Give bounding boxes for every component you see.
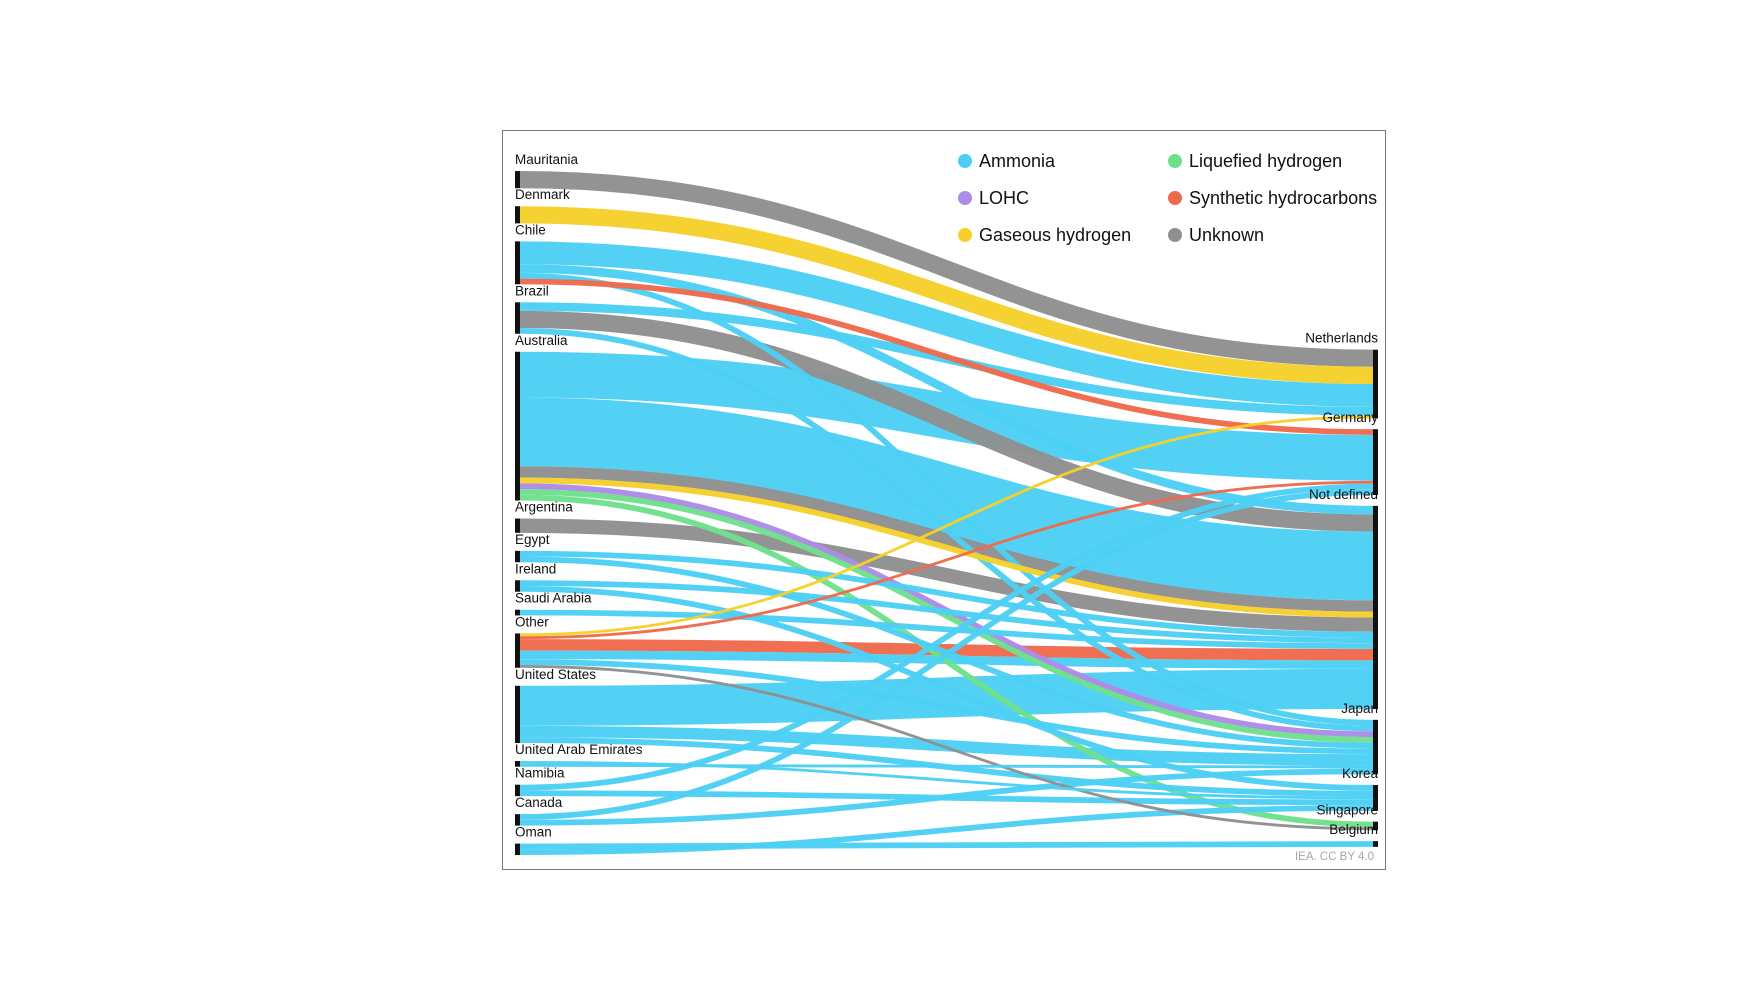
flow-chile-to-netherlands-ammonia	[519, 241, 1374, 407]
flow-saudi-arabia-to-not-defined-ammonia	[519, 609, 1374, 649]
source-bar-united-states	[515, 685, 520, 743]
target-bar-japan	[1373, 719, 1378, 775]
flow-united-arab-emirates-to-japan-ammonia	[519, 763, 1374, 769]
flow-mauritania-to-netherlands-unknown	[519, 171, 1374, 367]
source-bar-argentina	[515, 518, 520, 533]
sankey-chart: Mauritania Denmark Chile Brazil Australia Arg…	[515, 151, 1378, 863]
flow-brazil-to-japan-ammonia	[519, 328, 1374, 732]
flow-australia-to-japan-liquefied-hydrogen	[519, 489, 1374, 743]
flow-other-to-singapore-unknown	[519, 664, 1374, 831]
flow-canada-to-japan-ammonia	[519, 768, 1374, 826]
target-label-netherlands: Netherlands	[1305, 331, 1378, 346]
source-bar-denmark	[515, 206, 520, 224]
source-bar-egypt	[515, 550, 520, 563]
legend-item-unknown: Unknown	[1168, 225, 1264, 245]
flow-ireland-to-not-defined-ammonia	[519, 580, 1374, 644]
node-bars	[515, 171, 1378, 856]
source-label-brazil: Brazil	[515, 283, 549, 298]
flow-australia-to-not-defined-gaseous-hydrogen	[519, 477, 1374, 618]
source-label-other: Other	[515, 614, 549, 629]
flow-other-to-japan-ammonia	[519, 659, 1374, 755]
target-bar-korea	[1373, 785, 1378, 811]
legend-label-synthetic-hydrocarbons: Synthetic hydrocarbons	[1189, 188, 1377, 208]
flow-australia-to-singapore-liquefied-hydrogen	[519, 494, 1374, 828]
source-bar-mauritania	[515, 171, 520, 189]
legend-swatch-synthetic-hydrocarbons	[1168, 191, 1182, 205]
source-label-ireland: Ireland	[515, 561, 556, 576]
chart-frame: Mauritania Denmark Chile Brazil Australia Arg…	[502, 130, 1386, 870]
source-bar-australia	[515, 351, 520, 501]
node-labels: Mauritania Denmark Chile Brazil Australia Arg…	[515, 152, 1378, 840]
source-bar-united-arab-emirates	[515, 760, 520, 767]
flow-oman-to-korea-ammonia	[519, 805, 1374, 856]
legend-label-lohc: LOHC	[979, 188, 1029, 208]
source-bar-canada	[515, 814, 520, 826]
target-label-germany: Germany	[1322, 410, 1378, 425]
legend-swatch-ammonia	[958, 154, 972, 168]
flow-australia-to-not-defined-unknown	[519, 466, 1374, 612]
source-label-australia: Australia	[515, 333, 568, 348]
flow-chile-to-japan-ammonia	[519, 272, 1374, 726]
source-label-denmark: Denmark	[515, 187, 570, 202]
source-label-egypt: Egypt	[515, 532, 550, 547]
legend-item-synthetic-hydrocarbons: Synthetic hydrocarbons	[1168, 188, 1377, 208]
target-label-korea: Korea	[1342, 766, 1379, 781]
target-bar-singapore	[1373, 821, 1378, 831]
source-label-united-states: United States	[515, 667, 596, 682]
flow-chile-to-germany-synthetic-hydrocarbons	[519, 278, 1374, 435]
source-label-namibia: Namibia	[515, 766, 565, 781]
legend-item-liquefied-hydrogen: Liquefied hydrogen	[1168, 151, 1342, 171]
legend-label-ammonia: Ammonia	[979, 151, 1056, 171]
target-bar-belgium	[1373, 841, 1378, 847]
legend-swatch-unknown	[1168, 228, 1182, 242]
source-label-canada: Canada	[515, 795, 563, 810]
source-bar-brazil	[515, 302, 520, 334]
flow-egypt-to-not-defined-ammonia	[519, 550, 1374, 638]
flow-namibia-to-germany-ammonia	[519, 483, 1374, 791]
target-label-singapore: Singapore	[1316, 803, 1378, 818]
legend-item-ammonia: Ammonia	[958, 151, 1056, 171]
flow-other-to-netherlands-gaseous-hydrogen	[519, 415, 1374, 637]
flow-united-states-to-japan-ammonia	[519, 725, 1374, 766]
flow-other-to-germany-synthetic-hydrocarbons	[519, 480, 1374, 640]
target-label-not-defined: Not defined	[1309, 487, 1378, 502]
target-label-belgium: Belgium	[1329, 822, 1378, 837]
legend-swatch-lohc	[958, 191, 972, 205]
credit-text: IEA. CC BY 4.0	[1295, 851, 1374, 863]
target-label-japan: Japan	[1341, 701, 1378, 716]
legend-label-unknown: Unknown	[1189, 225, 1264, 245]
source-label-saudi-arabia: Saudi Arabia	[515, 591, 592, 606]
source-label-argentina: Argentina	[515, 500, 573, 515]
legend-label-gaseous-hydrogen: Gaseous hydrogen	[979, 225, 1131, 245]
source-bar-namibia	[515, 784, 520, 797]
source-label-oman: Oman	[515, 825, 552, 840]
flow-links	[519, 171, 1374, 856]
source-bar-saudi-arabia	[515, 609, 520, 616]
source-label-chile: Chile	[515, 222, 546, 237]
legend-label-liquefied-hydrogen: Liquefied hydrogen	[1189, 151, 1342, 171]
flow-chile-to-not-defined-ammonia	[519, 264, 1374, 515]
target-bar-not-defined	[1373, 505, 1378, 709]
legend-item-lohc: LOHC	[958, 188, 1029, 208]
target-bar-netherlands	[1373, 349, 1378, 419]
flow-oman-to-belgium-ammonia	[519, 841, 1374, 850]
flow-denmark-to-netherlands-gaseous-hydrogen	[519, 206, 1374, 385]
source-label-mauritania: Mauritania	[515, 152, 579, 167]
flow-canada-to-germany-ammonia	[519, 489, 1374, 820]
source-bar-oman	[515, 843, 520, 856]
flow-argentina-to-not-defined-unknown	[519, 518, 1374, 632]
target-bar-germany	[1373, 429, 1378, 496]
source-bar-ireland	[515, 580, 520, 592]
source-label-united-arab-emirates: United Arab Emirates	[515, 742, 643, 757]
source-bar-other	[515, 633, 520, 668]
legend: Ammonia Liquefied hydrogen LOHC Synthetic h…	[958, 151, 1377, 245]
flow-united-states-to-not-defined-ammonia	[519, 668, 1374, 726]
legend-item-gaseous-hydrogen: Gaseous hydrogen	[958, 225, 1131, 245]
legend-swatch-gaseous-hydrogen	[958, 228, 972, 242]
legend-swatch-liquefied-hydrogen	[1168, 154, 1182, 168]
source-bar-chile	[515, 241, 520, 285]
